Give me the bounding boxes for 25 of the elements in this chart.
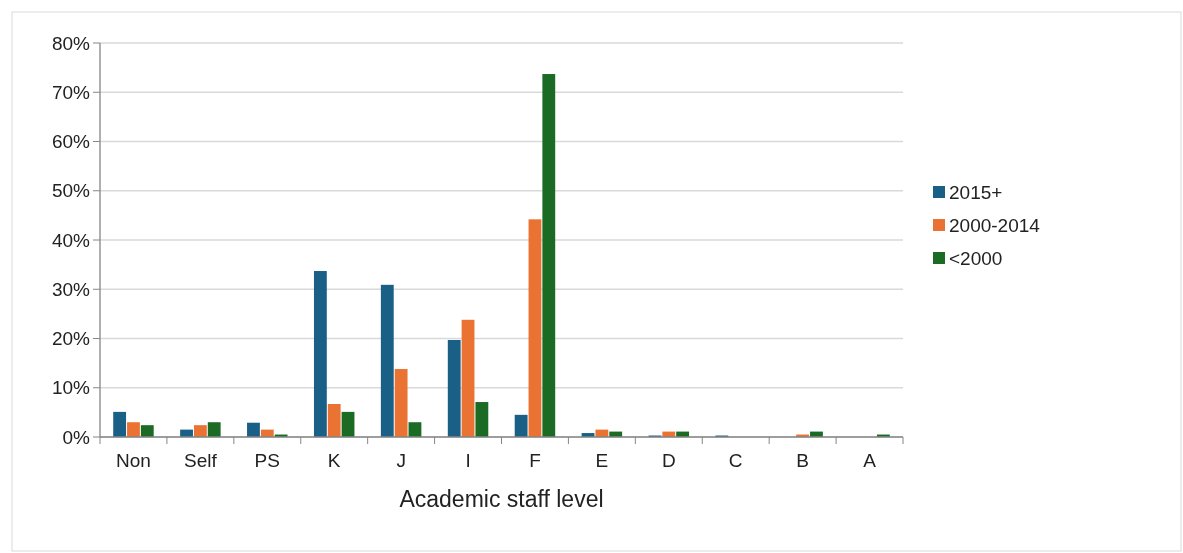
y-tick-label: 10% <box>51 377 91 399</box>
y-tick-label: 70% <box>51 81 91 103</box>
y-tick-label: 80% <box>51 32 91 54</box>
x-tick-label: K <box>327 450 341 471</box>
x-tick-label: Self <box>184 450 218 471</box>
y-tick-label: 20% <box>51 328 91 350</box>
y-tick-label: 30% <box>51 278 91 300</box>
x-tick-label: PS <box>254 450 280 471</box>
x-axis-title: Academic staff level <box>399 486 604 512</box>
x-tick-label: I <box>465 450 471 471</box>
legend-label: 2015+ <box>949 181 1003 203</box>
y-tick-label: 0% <box>62 426 91 448</box>
x-tick-label: A <box>863 450 877 471</box>
legend-label: 2000-2014 <box>949 214 1041 236</box>
x-tick-label: E <box>595 450 609 471</box>
x-tick-label: B <box>796 450 809 471</box>
y-tick-label: 40% <box>51 229 91 251</box>
x-tick-label: Non <box>116 450 151 471</box>
x-tick-label: C <box>728 450 743 471</box>
legend-label: <2000 <box>949 247 1003 269</box>
y-tick-label: 60% <box>51 131 91 153</box>
y-tick-label: 50% <box>51 180 91 202</box>
x-tick-label: F <box>529 450 541 471</box>
x-tick-label: D <box>661 450 676 471</box>
x-tick-label: J <box>396 450 406 471</box>
